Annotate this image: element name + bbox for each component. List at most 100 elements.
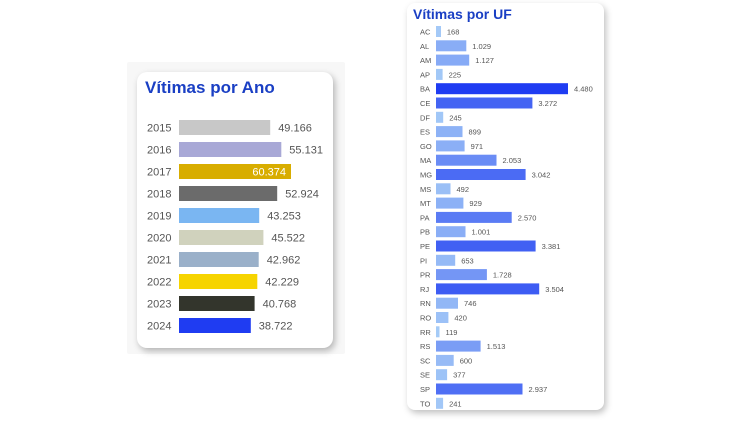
bar-MT (436, 197, 464, 209)
uf-label: AP (420, 70, 430, 79)
year-label: 2017 (147, 167, 171, 179)
value-label: 899 (469, 128, 482, 137)
year-label: 2023 (147, 299, 171, 311)
uf-label: PR (420, 271, 431, 280)
year-label: 2024 (147, 321, 171, 333)
value-label: 42.962 (267, 255, 301, 267)
uf-label: MA (420, 156, 431, 165)
bar-GO (436, 140, 465, 152)
bar-PE (436, 240, 536, 252)
value-label: 3.504 (545, 285, 564, 294)
bar-CE (436, 97, 533, 109)
uf-label: RR (420, 328, 431, 337)
value-label: 4.480 (574, 85, 593, 94)
value-label: 1.127 (475, 56, 494, 65)
value-label: 492 (457, 185, 470, 194)
bar-2015 (179, 120, 271, 135)
year-label: 2021 (147, 255, 171, 267)
year-label: 2020 (147, 233, 171, 245)
value-label: 40.768 (263, 299, 297, 311)
uf-label: AL (420, 42, 429, 51)
bar-AP (436, 68, 443, 80)
value-label: 600 (460, 356, 473, 365)
value-label: 377 (453, 371, 466, 380)
bar-RR (436, 326, 440, 338)
uf-label: MT (420, 199, 431, 208)
bar-2020 (179, 230, 264, 245)
value-label: 2.937 (529, 385, 548, 394)
value-label: 52.924 (285, 189, 319, 201)
bar-MA (436, 154, 497, 166)
uf-label: MG (420, 171, 432, 180)
value-label: 60.374 (252, 167, 286, 179)
uf-label: RJ (420, 285, 429, 294)
uf-label: PA (420, 213, 429, 222)
bar-2023 (179, 296, 255, 311)
value-label: 241 (449, 399, 462, 408)
uf-label: AC (420, 28, 431, 37)
uf-label: SP (420, 385, 430, 394)
bar-PI (436, 254, 456, 266)
value-label: 225 (449, 70, 462, 79)
bar-DF (436, 111, 444, 123)
bar-2017 (179, 164, 291, 179)
uf-label: PI (420, 256, 427, 265)
uf-label: RN (420, 299, 431, 308)
bar-TO (436, 397, 444, 409)
value-label: 119 (446, 328, 458, 337)
bar-2024 (179, 318, 251, 333)
bar-2022 (179, 274, 258, 289)
value-label: 746 (464, 299, 477, 308)
bar-RJ (436, 283, 540, 295)
value-label: 45.522 (271, 233, 305, 245)
value-label: 55.131 (289, 145, 323, 157)
year-label: 2015 (147, 123, 171, 135)
year-label: 2018 (147, 189, 171, 201)
value-label: 42.229 (265, 277, 299, 289)
bar-BA (436, 83, 568, 95)
uf-label: BA (420, 85, 430, 94)
bar-MS (436, 183, 451, 195)
year-label: 2019 (147, 211, 171, 223)
value-label: 653 (461, 256, 474, 265)
bar-SP (436, 383, 523, 395)
bar-2021 (179, 252, 259, 267)
value-label: 1.001 (472, 228, 491, 237)
bar-PR (436, 269, 487, 281)
bar-AL (436, 40, 467, 52)
value-label: 971 (471, 142, 484, 151)
uf-label: GO (420, 142, 432, 151)
uf-label: DF (420, 113, 430, 122)
uf-label: SE (420, 371, 430, 380)
bar-2016 (179, 142, 282, 157)
value-label: 1.728 (493, 271, 512, 280)
bar-AC (436, 26, 441, 37)
value-label: 2.570 (518, 213, 537, 222)
uf-label: RO (420, 314, 431, 323)
value-label: 420 (454, 314, 467, 323)
value-label: 3.381 (542, 242, 561, 251)
uf-label: ES (420, 128, 430, 137)
value-label: 2.053 (503, 156, 522, 165)
value-label: 1.029 (472, 42, 491, 51)
uf-label: MS (420, 185, 431, 194)
bar-PB (436, 226, 466, 238)
year-label: 2016 (147, 145, 171, 157)
bar-RO (436, 312, 449, 323)
value-label: 3.042 (532, 171, 551, 180)
bar-SC (436, 354, 454, 366)
uf-label: RS (420, 342, 430, 351)
bar-AM (436, 54, 470, 66)
value-label: 49.166 (278, 123, 312, 135)
value-label: 43.253 (267, 211, 301, 223)
value-label: 1.513 (487, 342, 506, 351)
bar-MG (436, 169, 526, 180)
value-label: 38.722 (259, 321, 293, 333)
bar-2019 (179, 208, 260, 223)
bar-SE (436, 369, 448, 381)
uf-label: PB (420, 228, 430, 237)
uf-label: TO (420, 399, 430, 408)
year-label: 2022 (147, 277, 171, 289)
bar-PA (436, 211, 512, 223)
